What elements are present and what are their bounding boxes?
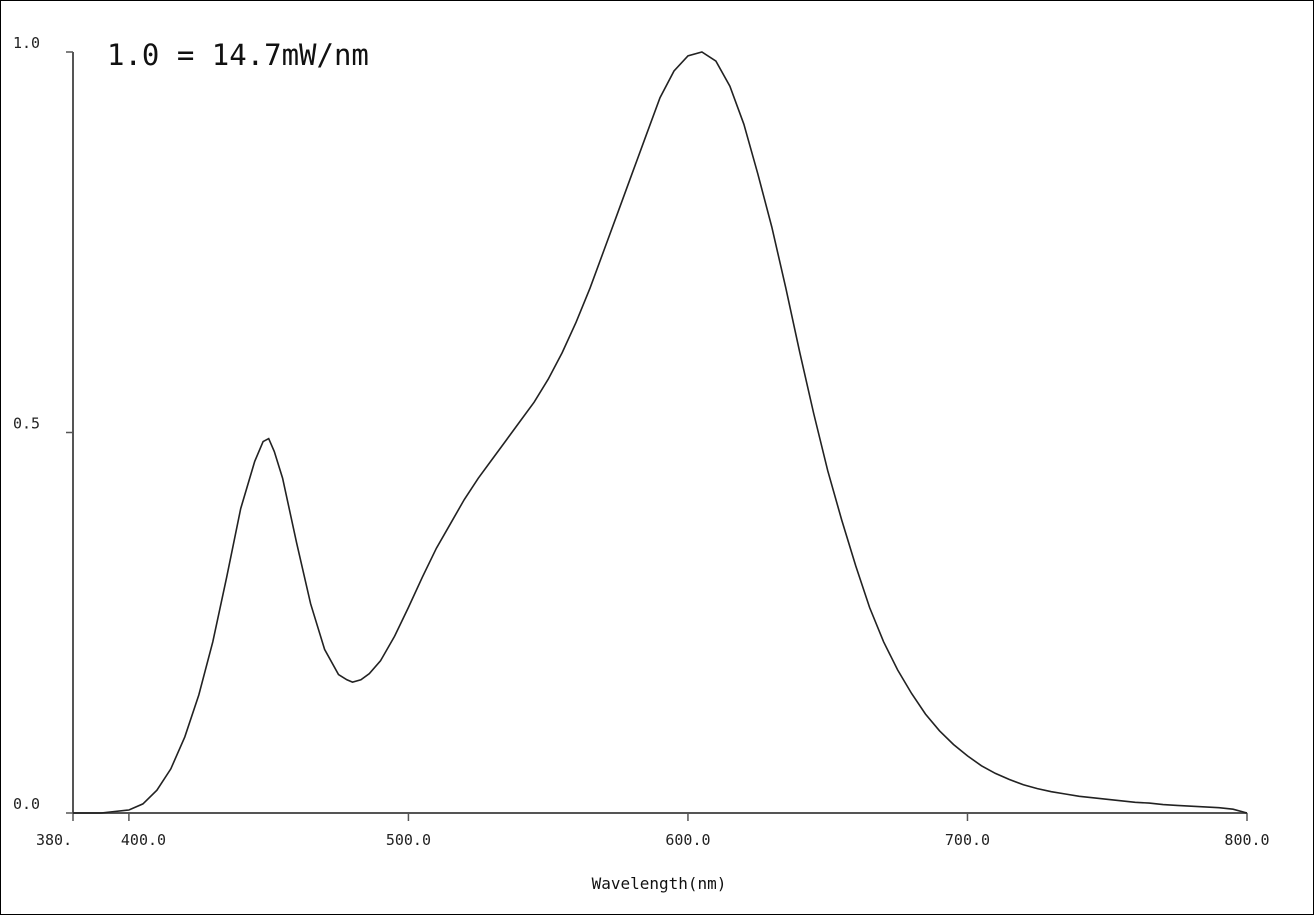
x-axis-title: Wavelength(nm) <box>592 874 727 893</box>
ticks-layer: 0.0 0.5 1.0 380. 400.0 500.0 600.0 700.0 800.0 <box>13 34 1270 849</box>
y-tick-label: 0.0 <box>13 795 40 813</box>
axes-layer <box>72 52 1247 814</box>
x-tick-label: 600.0 <box>665 831 710 849</box>
scale-annotation: 1.0 = 14.7mW/nm <box>107 38 369 72</box>
y-tick-label: 0.5 <box>13 415 40 433</box>
x-tick-label: 400.0 <box>121 831 166 849</box>
x-tick-label: 500.0 <box>386 831 431 849</box>
x-tick-label: 800.0 <box>1224 831 1269 849</box>
spectrum-line <box>73 51 1248 814</box>
x-tick-label: 700.0 <box>945 831 990 849</box>
x-tick-label: 380. <box>36 831 72 849</box>
y-tick-label: 1.0 <box>13 34 40 52</box>
